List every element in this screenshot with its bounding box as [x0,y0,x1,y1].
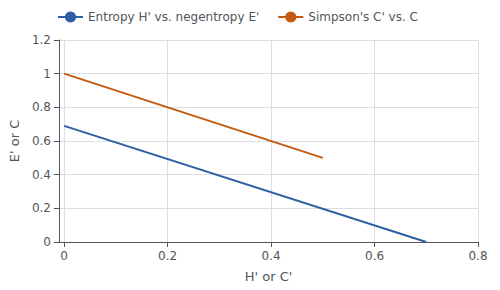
svg-text:0.4: 0.4 [262,249,281,263]
svg-text:Simpson's C' vs. C: Simpson's C' vs. C [308,10,418,24]
svg-text:1: 1 [43,67,51,81]
svg-text:0.4: 0.4 [32,168,51,182]
svg-text:0.6: 0.6 [365,249,384,263]
svg-text:0.8: 0.8 [32,100,51,114]
svg-text:Entropy H' vs. negentropy E': Entropy H' vs. negentropy E' [88,10,259,24]
svg-text:0: 0 [60,249,68,263]
svg-text:0: 0 [43,235,51,249]
svg-text:H' or C': H' or C' [245,269,293,284]
svg-text:0.2: 0.2 [158,249,177,263]
svg-text:0.2: 0.2 [32,201,51,215]
svg-text:0.6: 0.6 [32,134,51,148]
svg-text:0.8: 0.8 [468,249,487,263]
svg-text:1.2: 1.2 [32,33,51,47]
svg-text:E' or C: E' or C [7,120,22,162]
